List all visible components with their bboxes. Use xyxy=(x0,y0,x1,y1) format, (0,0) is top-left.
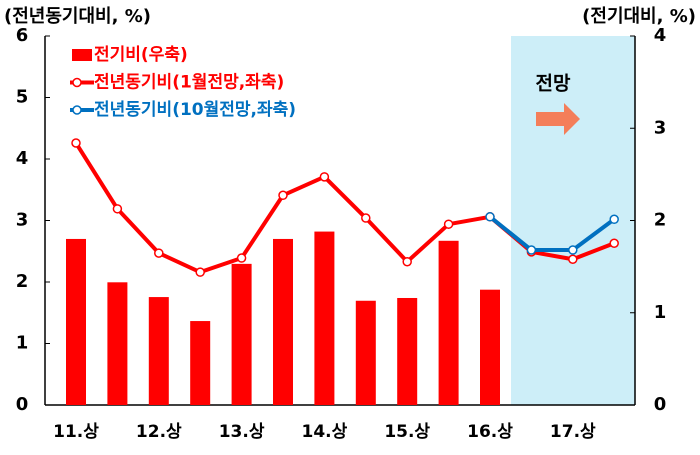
y-tick-label: 5 xyxy=(16,87,29,108)
line-marker xyxy=(278,190,288,201)
line-marker xyxy=(485,212,495,222)
y2-tick-label: 1 xyxy=(654,302,667,323)
annotation: 전망 xyxy=(536,73,571,95)
line-marker xyxy=(568,245,578,255)
bar xyxy=(355,300,376,405)
line-marker xyxy=(361,213,371,223)
y2-tick-label: 3 xyxy=(654,117,667,138)
bar xyxy=(438,240,459,405)
y2-tick-label: 4 xyxy=(654,25,667,46)
legend-marker xyxy=(72,105,82,115)
bar xyxy=(231,263,252,405)
line-marker xyxy=(71,138,81,148)
legend-swatch xyxy=(72,49,92,61)
y2-axis-label: (전기대비, %) xyxy=(582,6,696,27)
line xyxy=(488,215,616,253)
bar xyxy=(480,289,500,405)
y-tick-label: 1 xyxy=(16,333,29,354)
arrow xyxy=(536,103,580,135)
x-tick-label: 11.상 xyxy=(53,422,99,442)
line-marker xyxy=(443,219,454,229)
y-tick-label: 3 xyxy=(16,210,29,231)
y-tick-label: 4 xyxy=(16,148,29,169)
y-tick-label: 2 xyxy=(16,271,29,292)
bar xyxy=(107,282,128,405)
line-marker xyxy=(609,214,619,225)
x-tick-label: 17.상 xyxy=(550,422,596,442)
x-tick-label: 12.상 xyxy=(136,422,182,442)
y2-tick-label: 2 xyxy=(654,210,667,231)
bar xyxy=(314,231,335,405)
x-tick-label: 14.상 xyxy=(302,422,348,442)
line-marker xyxy=(526,245,537,255)
bar xyxy=(66,238,86,405)
legend-label: 전년동기비(10월전망,좌축) xyxy=(94,100,296,120)
bar xyxy=(190,321,211,405)
bar xyxy=(148,297,169,405)
line-marker xyxy=(568,254,578,264)
bar xyxy=(397,297,418,405)
y-tick-label: 6 xyxy=(16,25,29,46)
line-marker xyxy=(236,253,247,263)
y2-tick-label: 0 xyxy=(654,394,667,415)
legend-label: 전년동기비(1월전망,좌축) xyxy=(94,73,284,93)
y-tick-label: 0 xyxy=(16,394,29,415)
line-marker xyxy=(402,256,412,267)
legend-label: 전기비(우축) xyxy=(94,45,188,65)
line-marker xyxy=(154,248,164,258)
y-axis-label: (전년동기대비, %) xyxy=(4,6,151,27)
line-marker xyxy=(112,204,123,214)
legend-marker xyxy=(72,77,82,88)
x-tick-label: 13.상 xyxy=(219,422,265,442)
line-marker xyxy=(609,238,619,249)
bar xyxy=(273,238,293,405)
line-marker xyxy=(195,267,205,277)
line-marker xyxy=(319,172,330,182)
x-tick-label: 16.상 xyxy=(467,422,513,442)
x-tick-label: 15.상 xyxy=(384,422,430,442)
